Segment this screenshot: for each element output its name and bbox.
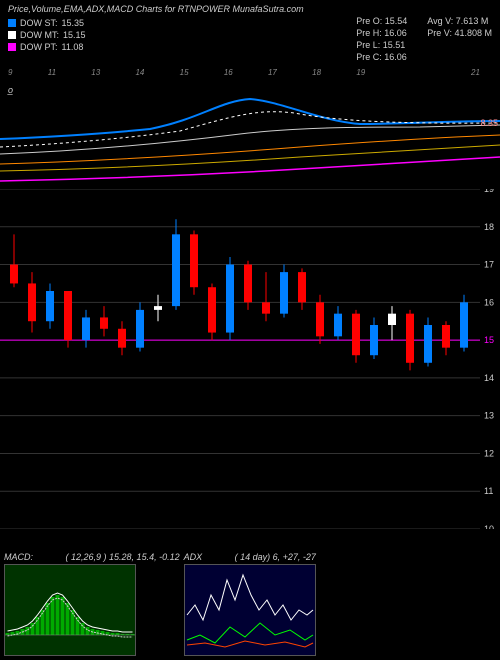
subchart-row: MACD: ( 12,26,9 ) 15.28, 15.4, -0.12 ADX… xyxy=(0,552,320,656)
svg-text:15: 15 xyxy=(484,335,494,345)
pre-c: Pre C: 16.06 xyxy=(356,52,407,62)
pre-v: Pre V: 41.808 M xyxy=(427,28,492,38)
dow-st: DOW ST: 15.35 xyxy=(8,18,86,28)
dow-mt-value: 15.15 xyxy=(63,30,86,40)
candlestick-chart: 10 11 12 13 14 15 16 17 18 19 xyxy=(0,189,500,529)
avg-v: Avg V: 7.613 M xyxy=(427,16,492,26)
macd-panel: MACD: ( 12,26,9 ) 15.28, 15.4, -0.12 xyxy=(4,552,180,656)
dow-pt-value: 11.08 xyxy=(62,42,84,52)
svg-text:12: 12 xyxy=(484,448,494,458)
pre-o: Pre O: 15.54 xyxy=(356,16,407,26)
svg-text:14: 14 xyxy=(484,373,494,383)
adx-title: ADX xyxy=(184,552,203,562)
adx-panel: ADX ( 14 day) 6, +27, -27 xyxy=(184,552,316,656)
pre-info-grid: Pre O: 15.54 Avg V: 7.613 M Pre H: 16.06… xyxy=(356,16,492,62)
svg-text:13: 13 xyxy=(484,411,494,421)
svg-text:19: 19 xyxy=(484,189,494,194)
chart-header: Price,Volume,EMA,ADX,MACD Charts for RTN… xyxy=(0,0,500,66)
chart-title: Price,Volume,EMA,ADX,MACD Charts for RTN… xyxy=(8,4,304,14)
dow-st-value: 15.35 xyxy=(62,18,85,28)
dow-mt-color-icon xyxy=(8,31,16,39)
macd-title: MACD: xyxy=(4,552,33,562)
dow-mt-label: DOW MT: xyxy=(20,30,59,40)
macd-params: ( 12,26,9 ) 15.28, 15.4, -0.12 xyxy=(66,552,180,562)
pre-h: Pre H: 16.06 xyxy=(356,28,407,38)
dow-pt-color-icon xyxy=(8,43,16,51)
adx-chart xyxy=(184,564,316,656)
dow-st-color-icon xyxy=(8,19,16,27)
svg-text:17: 17 xyxy=(484,260,494,270)
dow-mt: DOW MT: 15.15 xyxy=(8,30,86,40)
dow-pt: DOW PT: 11.08 xyxy=(8,42,86,52)
svg-text:o̲: o̲ xyxy=(7,85,13,95)
svg-text:10: 10 xyxy=(484,524,494,529)
svg-text:18: 18 xyxy=(484,222,494,232)
pre-l: Pre L: 15.51 xyxy=(356,40,407,50)
adx-params: ( 14 day) 6, +27, -27 xyxy=(235,552,316,562)
dow-pt-label: DOW PT: xyxy=(20,42,58,52)
svg-text:16: 16 xyxy=(484,297,494,307)
svg-text:11: 11 xyxy=(484,486,493,496)
upper-ema-chart: o̲ 8.35 xyxy=(0,79,500,189)
cr-label: 8.35 xyxy=(480,118,498,128)
dow-indicators: DOW ST: 15.35 DOW MT: 15.15 DOW PT: 11.0… xyxy=(8,18,86,62)
dow-st-label: DOW ST: xyxy=(20,18,58,28)
time-axis-labels: 9111314151617181921 xyxy=(0,66,500,79)
macd-chart xyxy=(4,564,136,656)
